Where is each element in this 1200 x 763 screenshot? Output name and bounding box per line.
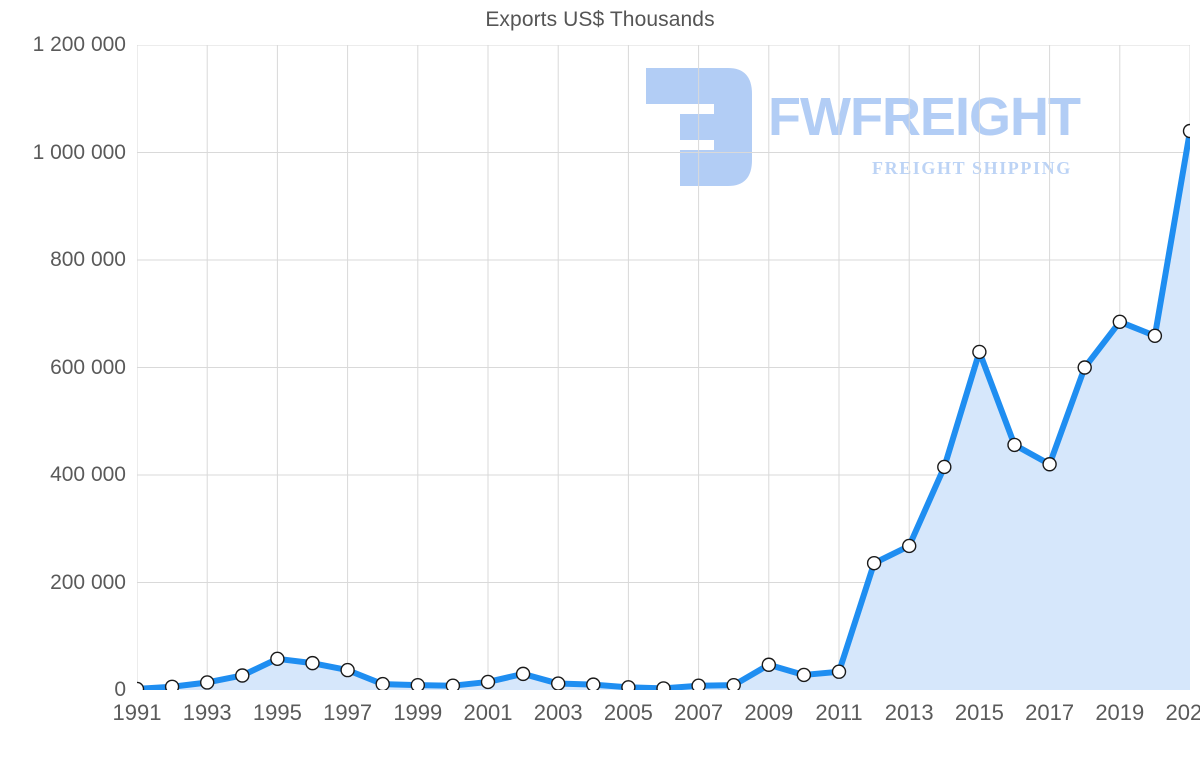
data-point-marker[interactable] <box>621 680 636 690</box>
x-axis-tick-label: 2013 <box>884 700 934 725</box>
x-axis-tick-label: 2007 <box>674 700 724 725</box>
data-point-marker[interactable] <box>515 666 531 682</box>
plot-area <box>137 45 1190 690</box>
x-axis-tick-label: 1995 <box>252 700 302 725</box>
data-point-marker[interactable] <box>761 657 776 672</box>
data-point-marker[interactable] <box>1007 437 1022 453</box>
data-point-marker[interactable] <box>586 677 601 690</box>
data-point-marker[interactable] <box>1042 457 1057 472</box>
data-point-marker[interactable] <box>375 676 390 690</box>
data-point-marker[interactable] <box>137 681 145 690</box>
data-point-marker[interactable] <box>796 667 812 683</box>
x-axis-tick-label: 2009 <box>744 700 794 725</box>
x-axis-tick-label: 2001 <box>463 700 513 725</box>
x-axis-tick-label: 2005 <box>603 700 653 725</box>
x-axis-tick-label: 2021 <box>1165 700 1200 725</box>
data-point-marker[interactable] <box>410 677 425 690</box>
data-point-marker[interactable] <box>235 668 250 683</box>
data-point-marker[interactable] <box>937 459 952 475</box>
data-point-marker[interactable] <box>1147 328 1163 343</box>
x-axis-tick-label: 2003 <box>533 700 583 725</box>
data-point-marker[interactable] <box>1077 360 1092 375</box>
data-point-marker[interactable] <box>1112 314 1127 330</box>
data-point-marker[interactable] <box>305 655 320 671</box>
chart-title: Exports US$ Thousands <box>485 8 715 31</box>
data-point-marker[interactable] <box>656 681 671 690</box>
data-point-marker[interactable] <box>199 675 215 690</box>
data-point-marker[interactable] <box>551 676 566 690</box>
data-point-marker[interactable] <box>1182 123 1191 139</box>
x-axis-tick-label: 2019 <box>1095 700 1145 725</box>
y-axis-tick-label: 1 200 000 <box>32 33 126 56</box>
x-axis-tick-label: 2011 <box>815 700 863 725</box>
series-area-fill <box>137 131 1190 690</box>
series-plot <box>137 45 1190 690</box>
data-point-marker[interactable] <box>972 344 987 360</box>
data-point-marker[interactable] <box>691 678 706 690</box>
x-axis-tick-label: 2017 <box>1025 700 1075 725</box>
y-axis-tick-label: 600 000 <box>50 355 126 379</box>
y-axis-tick-label: 200 000 <box>50 570 126 594</box>
x-axis-tick-label: 1999 <box>393 700 443 725</box>
x-axis-tick-label: 1997 <box>323 700 373 725</box>
y-axis-tick-label: 0 <box>114 678 126 701</box>
data-point-marker[interactable] <box>866 555 882 571</box>
data-point-marker[interactable] <box>831 664 847 679</box>
x-axis-tick-label: 1993 <box>182 700 232 725</box>
data-point-marker[interactable] <box>902 538 917 554</box>
data-point-marker[interactable] <box>480 674 496 690</box>
y-axis-tick-label: 800 000 <box>50 248 126 271</box>
data-point-marker[interactable] <box>270 651 285 667</box>
x-axis-tick-label: 2015 <box>954 700 1004 725</box>
y-axis-tick-label: 400 000 <box>50 463 126 486</box>
data-point-marker[interactable] <box>445 678 461 690</box>
x-axis-tick-label: 1991 <box>112 700 162 725</box>
y-axis-tick-label: 1 000 000 <box>32 140 126 164</box>
data-point-marker[interactable] <box>164 679 180 690</box>
data-point-marker[interactable] <box>726 677 741 690</box>
data-point-marker[interactable] <box>340 662 355 678</box>
